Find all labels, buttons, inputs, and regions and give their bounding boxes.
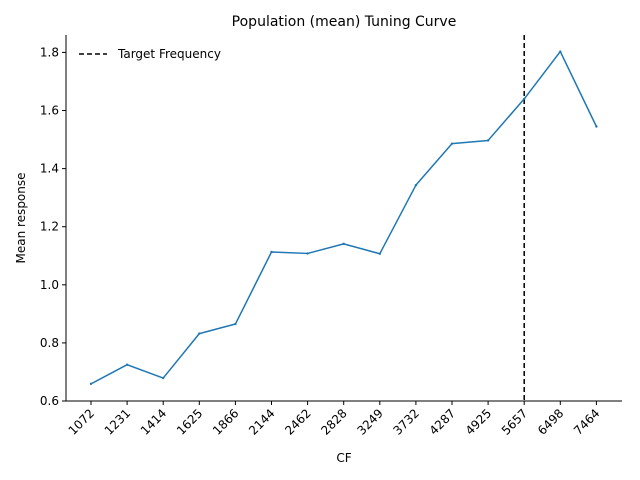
data-point: [162, 376, 165, 380]
x-tick-label: 7464: [571, 406, 602, 437]
x-tick-label: 2462: [282, 406, 313, 437]
series-group: [89, 50, 598, 386]
x-tick-label: 4925: [463, 406, 494, 437]
x-axis-label: CF: [336, 451, 351, 465]
data-point: [414, 183, 418, 187]
x-tick-label: 1866: [210, 406, 241, 437]
series-line-0: [90, 50, 598, 385]
data-point: [559, 50, 562, 53]
data-point: [198, 332, 201, 335]
legend-label-target: Target Frequency: [117, 47, 221, 61]
chart-title: Population (mean) Tuning Curve: [232, 14, 457, 30]
data-point: [270, 250, 273, 254]
x-tick-label: 1072: [66, 406, 97, 437]
x-tick-label: 1625: [174, 406, 205, 437]
x-tick-label: 5657: [499, 406, 530, 437]
x-tick-label: 3249: [354, 406, 385, 437]
y-axis-ticks: 0.6 0.8 1.0 1.2 1.4 1.6 1.8: [40, 45, 66, 408]
legend: Target Frequency: [79, 47, 221, 61]
x-tick-label: 2828: [318, 406, 349, 437]
data-point: [234, 322, 237, 326]
x-tick-label: 1414: [138, 406, 169, 437]
y-tick-label: 1.6: [40, 104, 59, 118]
data-point: [125, 363, 129, 366]
data-point: [306, 252, 309, 255]
y-tick-label: 1.2: [40, 220, 59, 234]
x-tick-label: 1231: [102, 406, 133, 437]
y-tick-label: 1.8: [40, 45, 59, 59]
x-tick-label: 4287: [427, 406, 458, 437]
data-point: [342, 242, 345, 246]
x-tick-label: 6498: [535, 406, 566, 437]
y-tick-label: 1.4: [40, 162, 59, 176]
data-point: [89, 382, 93, 386]
data-point: [450, 142, 454, 145]
data-point: [378, 252, 381, 255]
x-axis-ticks: 1072 1231 1414 1625 1866 2144 2462 2828 3249 3732…: [66, 401, 603, 438]
y-tick-label: 0.6: [40, 394, 59, 408]
y-tick-label: 1.0: [40, 278, 59, 292]
data-point: [595, 125, 598, 128]
x-tick-label: 3732: [391, 406, 422, 437]
y-axis-label: Mean response: [14, 172, 28, 263]
x-tick-label: 2144: [246, 406, 277, 437]
data-point: [486, 139, 490, 142]
y-tick-label: 0.8: [40, 336, 59, 350]
data-point: [523, 97, 526, 101]
